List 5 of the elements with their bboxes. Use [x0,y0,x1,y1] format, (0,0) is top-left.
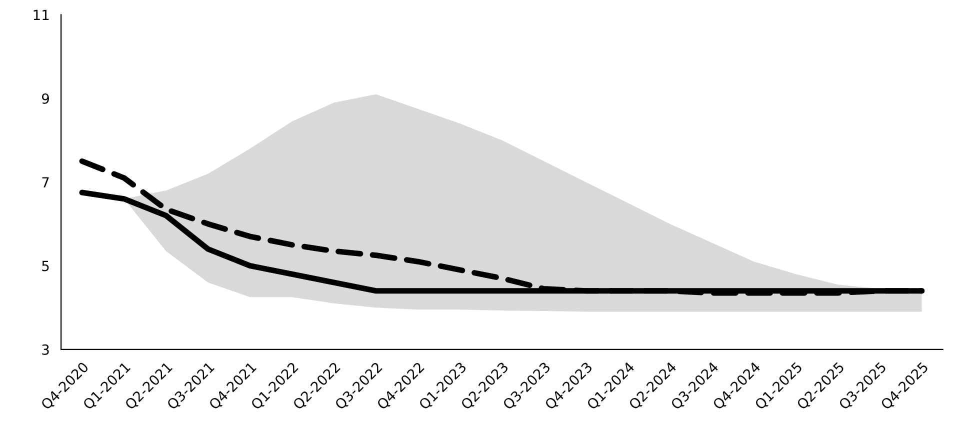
y-tick-label: 9 [42,93,49,104]
y-tick-label: 11 [34,10,49,20]
y-tick-label: 7 [42,177,49,188]
y-tick-label: 5 [42,260,49,272]
y-tick-label: 3 [42,344,49,355]
